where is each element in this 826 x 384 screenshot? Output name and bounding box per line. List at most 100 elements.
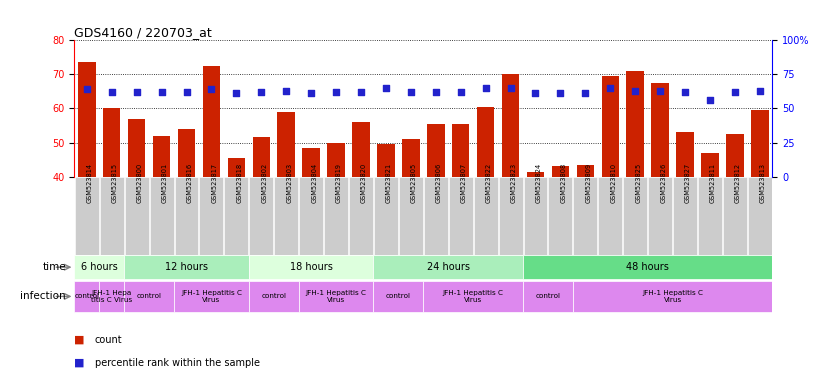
Text: GDS4160 / 220703_at: GDS4160 / 220703_at (74, 26, 212, 39)
Bar (253, 137, 270, 177)
Text: GSM523818: GSM523818 (236, 163, 242, 203)
FancyBboxPatch shape (648, 177, 672, 255)
Text: JFH-1 Hepatitis C
Virus: JFH-1 Hepatitis C Virus (443, 290, 504, 303)
Point (180, 89, 193, 95)
Text: GSM523802: GSM523802 (261, 163, 268, 203)
FancyBboxPatch shape (74, 255, 124, 279)
Bar (327, 142, 344, 177)
Point (678, 89, 691, 95)
Text: count: count (95, 335, 122, 345)
Text: GSM523805: GSM523805 (411, 163, 417, 203)
FancyBboxPatch shape (373, 255, 523, 279)
FancyBboxPatch shape (324, 177, 348, 255)
Text: 18 hours: 18 hours (290, 262, 333, 272)
Text: 12 hours: 12 hours (165, 262, 208, 272)
Bar (726, 134, 743, 177)
Bar (701, 153, 719, 177)
FancyBboxPatch shape (424, 177, 448, 255)
Bar (477, 107, 495, 177)
Point (504, 85, 517, 91)
Text: time: time (42, 262, 66, 272)
FancyBboxPatch shape (299, 281, 373, 312)
Point (729, 89, 742, 95)
Bar (577, 165, 594, 177)
FancyBboxPatch shape (473, 177, 497, 255)
FancyBboxPatch shape (174, 177, 198, 255)
Point (529, 90, 542, 96)
Point (653, 88, 667, 94)
FancyBboxPatch shape (399, 177, 423, 255)
FancyBboxPatch shape (373, 281, 423, 312)
Text: GSM523807: GSM523807 (461, 163, 467, 203)
Point (330, 89, 343, 95)
Point (130, 89, 143, 95)
Text: GSM523812: GSM523812 (735, 163, 741, 203)
FancyBboxPatch shape (299, 177, 323, 255)
Bar (427, 124, 444, 177)
FancyBboxPatch shape (100, 177, 124, 255)
Point (105, 89, 118, 95)
FancyBboxPatch shape (125, 177, 149, 255)
FancyBboxPatch shape (548, 177, 572, 255)
Text: GSM523813: GSM523813 (760, 163, 766, 203)
Text: GSM523815: GSM523815 (112, 163, 118, 203)
Bar (652, 83, 669, 177)
FancyBboxPatch shape (199, 177, 223, 255)
FancyBboxPatch shape (748, 177, 771, 255)
Text: GSM523806: GSM523806 (436, 163, 442, 203)
Text: control: control (535, 293, 561, 300)
Bar (377, 144, 395, 177)
Bar (153, 136, 170, 177)
Bar (452, 124, 469, 177)
Point (553, 90, 567, 96)
Text: GSM523824: GSM523824 (535, 163, 542, 203)
Bar (601, 76, 619, 177)
FancyBboxPatch shape (374, 177, 398, 255)
Point (404, 89, 417, 95)
FancyBboxPatch shape (249, 177, 273, 255)
Bar (202, 66, 221, 177)
Bar (352, 122, 370, 177)
Bar (78, 63, 96, 177)
Point (254, 89, 268, 95)
Point (230, 90, 243, 96)
Text: GSM523821: GSM523821 (386, 163, 392, 203)
Bar (502, 74, 520, 177)
Text: GSM523822: GSM523822 (486, 163, 491, 203)
Point (454, 89, 468, 95)
Bar (626, 71, 644, 177)
Point (704, 97, 717, 103)
Text: infection: infection (21, 291, 66, 301)
Text: control: control (74, 293, 99, 300)
FancyBboxPatch shape (573, 281, 772, 312)
FancyBboxPatch shape (499, 177, 523, 255)
FancyBboxPatch shape (124, 255, 249, 279)
Bar (302, 148, 320, 177)
Bar (402, 139, 420, 177)
Point (753, 88, 767, 94)
Point (205, 86, 218, 93)
Text: control: control (136, 293, 162, 300)
FancyBboxPatch shape (624, 177, 648, 255)
FancyBboxPatch shape (99, 281, 124, 312)
FancyBboxPatch shape (673, 177, 697, 255)
FancyBboxPatch shape (524, 177, 548, 255)
Text: GSM523819: GSM523819 (336, 163, 342, 203)
FancyBboxPatch shape (249, 255, 373, 279)
Bar (527, 172, 544, 177)
Point (305, 90, 318, 96)
Bar (228, 158, 245, 177)
Point (379, 85, 392, 91)
Text: control: control (261, 293, 287, 300)
Text: GSM523800: GSM523800 (136, 163, 143, 203)
FancyBboxPatch shape (523, 281, 573, 312)
Text: GSM523814: GSM523814 (87, 163, 93, 203)
Text: GSM523823: GSM523823 (510, 163, 516, 203)
Text: GSM523808: GSM523808 (560, 163, 567, 203)
Bar (278, 112, 295, 177)
Text: ■: ■ (74, 335, 85, 345)
Bar (552, 166, 569, 177)
FancyBboxPatch shape (150, 177, 173, 255)
Text: GSM523817: GSM523817 (211, 163, 217, 203)
Text: JFH-1 Hepatitis C
Virus: JFH-1 Hepatitis C Virus (306, 290, 367, 303)
